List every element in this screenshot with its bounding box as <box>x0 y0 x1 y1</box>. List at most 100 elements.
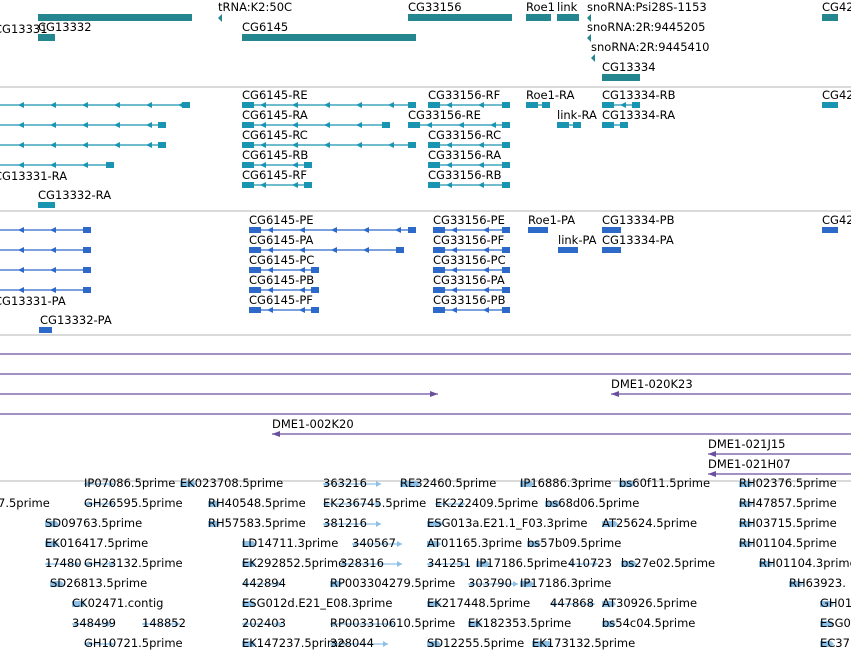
feature-label[interactable]: CG33156 <box>408 0 462 14</box>
transcript-exon[interactable] <box>502 267 510 273</box>
feature-label[interactable]: EK222409.5prime <box>435 496 538 510</box>
feature-label[interactable]: RH01104.3prime <box>759 556 851 570</box>
feature-label[interactable]: 381216 <box>323 516 367 530</box>
feature-label[interactable]: CG33156-PF <box>433 233 504 247</box>
feature-label[interactable]: GH23132.5prime <box>84 556 183 570</box>
gene-feature[interactable] <box>218 14 222 22</box>
est-feature[interactable] <box>242 561 256 567</box>
transcript-exon[interactable] <box>158 122 166 128</box>
feature-label[interactable]: 7.5prime <box>0 496 50 510</box>
feature-label[interactable]: RE32460.5prime <box>400 476 496 490</box>
feature-label[interactable]: EK147237.5prime <box>242 636 345 650</box>
feature-label[interactable]: CG6145-PA <box>249 233 314 247</box>
est-feature[interactable] <box>532 641 552 647</box>
transcript-exon[interactable] <box>558 247 570 253</box>
feature-label[interactable]: bs27e02.5prime <box>621 556 715 570</box>
gene-feature[interactable] <box>822 14 838 21</box>
transcript-exon[interactable] <box>433 227 445 233</box>
feature-label[interactable]: ESG0 <box>820 616 851 630</box>
feature-label[interactable]: AT01165.3prime <box>427 536 522 550</box>
transcript-exon[interactable] <box>242 162 254 168</box>
feature-label[interactable]: RH57583.5prime <box>208 516 306 530</box>
est-feature[interactable] <box>50 581 64 587</box>
transcript-exon[interactable] <box>242 182 254 188</box>
transcript-exon[interactable] <box>408 227 416 233</box>
feature-label[interactable]: RP003310610.5prime <box>330 616 455 630</box>
feature-label[interactable]: SD09763.5prime <box>45 516 142 530</box>
feature-label[interactable]: CG42 <box>822 88 851 102</box>
gene-feature[interactable] <box>38 14 192 21</box>
feature-label[interactable]: CG6145 <box>242 20 288 34</box>
feature-label[interactable]: CG13334-RB <box>602 88 676 102</box>
feature-label[interactable]: CG33156-RA <box>428 148 501 162</box>
est-feature[interactable] <box>427 541 441 547</box>
est-feature[interactable] <box>427 521 443 527</box>
feature-label[interactable]: CG33156-RE <box>408 108 481 122</box>
transcript-exon[interactable] <box>542 102 550 108</box>
feature-label[interactable]: LD14711.3prime <box>242 536 338 550</box>
feature-label[interactable]: bs60f11.5prime <box>619 476 710 490</box>
transcript-exon[interactable] <box>242 122 254 128</box>
transcript-exon[interactable] <box>502 247 510 253</box>
feature-label[interactable]: 410723 <box>568 556 612 570</box>
est-feature[interactable] <box>820 641 834 647</box>
transcript-exon[interactable] <box>242 102 254 108</box>
feature-label[interactable]: EK182353.5prime <box>468 616 571 630</box>
transcript-exon[interactable] <box>613 227 621 233</box>
est-feature[interactable] <box>242 641 256 647</box>
feature-label[interactable]: CG33156-PB <box>433 293 506 307</box>
feature-label[interactable]: CG33156-RB <box>428 168 502 182</box>
transcript-exon[interactable] <box>822 227 834 233</box>
gene-feature[interactable] <box>587 34 591 42</box>
est-feature[interactable] <box>180 481 196 487</box>
transcript-exon[interactable] <box>502 162 510 168</box>
feature-label[interactable]: EK217448.5prime <box>427 596 530 610</box>
transcript-exon[interactable] <box>428 182 440 188</box>
feature-label[interactable]: 442894 <box>242 576 286 590</box>
feature-label[interactable]: CG42 <box>822 0 851 14</box>
feature-label[interactable]: RH03715.5prime <box>739 516 837 530</box>
transcript-exon[interactable] <box>428 162 440 168</box>
feature-label[interactable]: CG13334-PB <box>602 213 675 227</box>
feature-label[interactable]: GH26595.5prime <box>84 496 183 510</box>
feature-label[interactable]: ESG012d.E21_E08.3prime <box>242 596 392 610</box>
transcript-exon[interactable] <box>428 142 440 148</box>
transcript-exon[interactable] <box>602 247 614 253</box>
feature-label[interactable]: CG6145-RE <box>242 88 308 102</box>
est-feature[interactable] <box>820 621 834 627</box>
transcript-exon[interactable] <box>602 102 614 108</box>
feature-label[interactable]: EK016417.5prime <box>45 536 148 550</box>
feature-label[interactable]: DME1-020K23 <box>611 377 693 391</box>
feature-label[interactable]: CG6145-RF <box>242 168 307 182</box>
transcript-exon[interactable] <box>433 247 445 253</box>
est-feature[interactable] <box>602 521 618 527</box>
feature-label[interactable]: IP07086.5prime <box>84 476 175 490</box>
transcript-exon[interactable] <box>526 102 538 108</box>
feature-label[interactable]: CG6145-PC <box>249 253 314 267</box>
feature-label[interactable]: EK173132.5prime <box>532 636 635 650</box>
transcript-exon[interactable] <box>602 122 614 128</box>
transcript-exon[interactable] <box>502 142 510 148</box>
est-feature[interactable] <box>45 521 59 527</box>
feature-label[interactable]: Roe1 <box>526 0 555 14</box>
est-feature[interactable] <box>789 581 803 587</box>
gene-feature[interactable] <box>557 14 579 21</box>
transcript-exon[interactable] <box>502 102 510 108</box>
feature-label[interactable]: CG13334 <box>602 60 656 74</box>
feature-label[interactable]: EK023708.5prime <box>180 476 283 490</box>
feature-label[interactable]: RH47857.5prime <box>739 496 837 510</box>
feature-label[interactable]: 340567 <box>352 536 396 550</box>
feature-label[interactable]: CG13332 <box>38 20 92 34</box>
transcript-exon[interactable] <box>311 287 319 293</box>
transcript-exon[interactable] <box>382 122 390 128</box>
feature-label[interactable]: CG6145-PE <box>249 213 314 227</box>
transcript-exon[interactable] <box>613 247 621 253</box>
transcript-exon[interactable] <box>106 162 114 168</box>
transcript-exon[interactable] <box>502 182 510 188</box>
est-feature[interactable] <box>545 501 561 507</box>
transcript-exon[interactable] <box>502 122 510 128</box>
transcript-exon[interactable] <box>428 102 440 108</box>
feature-label[interactable]: IP17186.5prime <box>476 556 567 570</box>
gene-feature[interactable] <box>526 14 551 21</box>
feature-label[interactable]: CG6145-PF <box>249 293 313 307</box>
